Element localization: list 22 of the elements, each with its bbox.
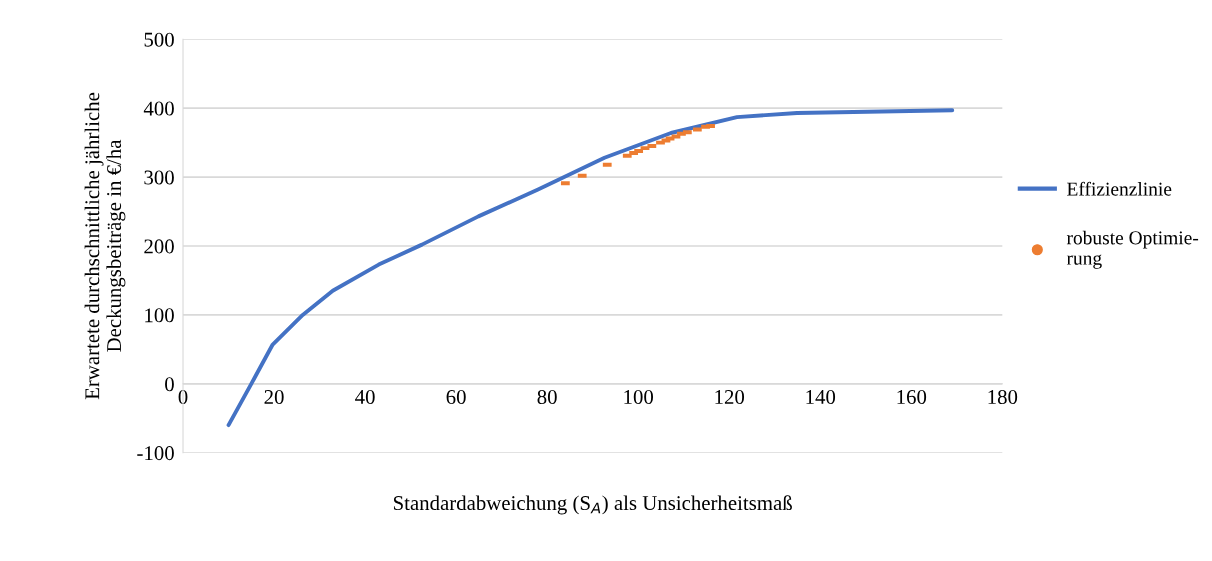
x-tick-label: 80: [537, 389, 557, 405]
y-axis-title: Erwartete durchschnittliche jährliche Deckungsbeiträge in €/ha: [84, 92, 126, 400]
line-series: [226, 108, 955, 428]
y-tick-label: 100: [145, 308, 174, 323]
x-tick-label: 100: [624, 389, 654, 405]
y-tick-label: 500: [144, 32, 174, 47]
x-tick-label: 140: [806, 389, 836, 405]
x-tick-label: 40: [355, 389, 375, 405]
y-tick-label: -100: [137, 446, 174, 461]
y-tick-label: 400: [143, 101, 174, 116]
x-axis-title: Standardabweichung (S$_{A}$) als Unsicherheitsmaß: [393, 495, 792, 515]
y-tick-label: 300: [144, 170, 174, 185]
x-tick-label: 20: [264, 389, 284, 405]
x-tick-label: 60: [446, 389, 466, 405]
x-tick-label: 180: [988, 389, 1018, 405]
y-tick-label: 200: [144, 239, 174, 254]
x-tick-label: 0: [178, 389, 188, 405]
x-tick-label: 120: [715, 389, 745, 405]
x-tick-label: 160: [897, 389, 927, 405]
y-tick-label: 0: [165, 377, 174, 392]
legend-label: Effizienzlinie: [1067, 181, 1172, 196]
legend-label: robuste Optimie- rung: [1066, 230, 1199, 269]
